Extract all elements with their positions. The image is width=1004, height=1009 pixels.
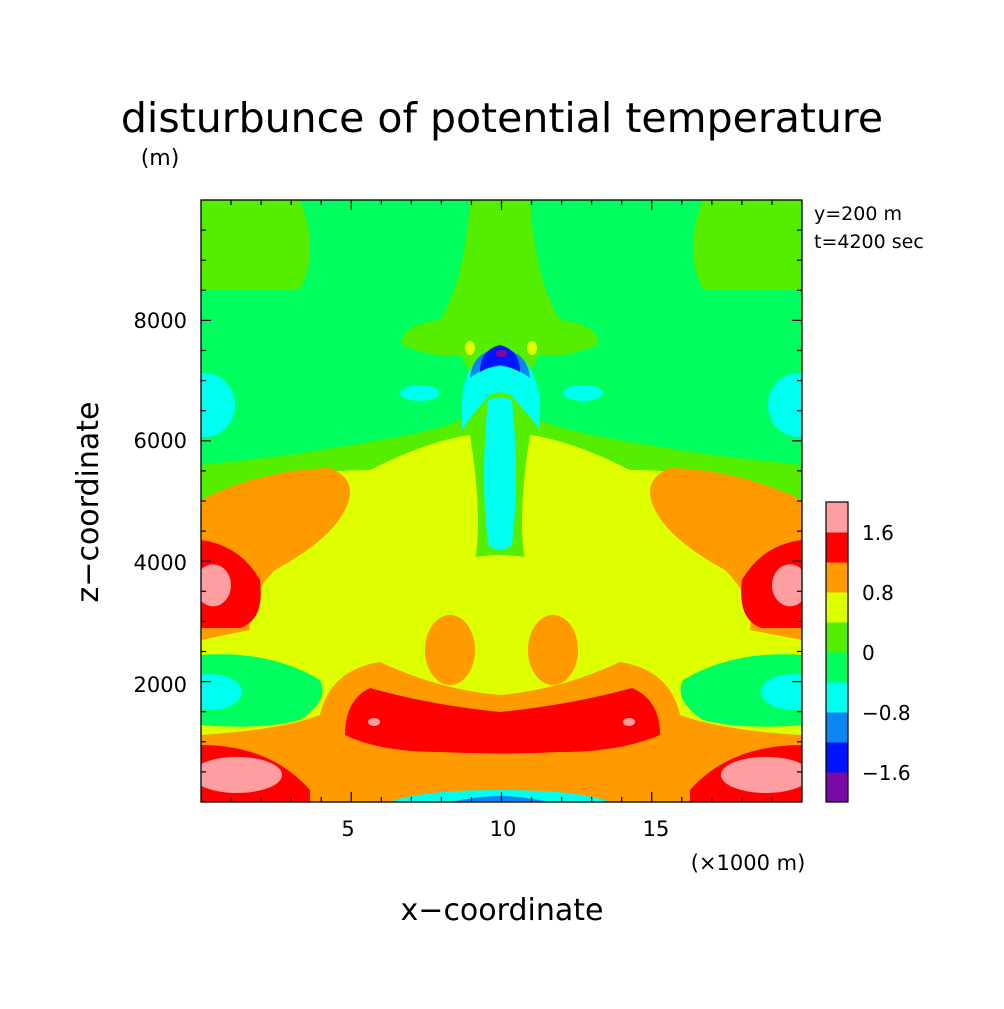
colorbar-cell [826,742,848,773]
pink-dot-right [623,718,635,726]
colorbar-cell [826,502,848,533]
green-low-left [201,654,323,727]
colorbar-cell [826,562,848,593]
region-surface-warm-left [201,756,283,793]
cyan-small-right [563,385,603,401]
colorbar-label-0.8: 0.8 [862,581,894,605]
colorbar-cell [826,592,848,623]
colorbar-cell [826,532,848,563]
y-tick-label-4000: 4000 [134,551,187,575]
y-tick-label-2000: 2000 [134,673,187,697]
pink-dot-left [368,718,380,726]
y-tick-label-8000: 8000 [134,309,187,333]
colorbar-label-0: 0 [862,641,875,665]
axis-ticks [201,200,802,802]
colorbar-label-neg1.6: −1.6 [862,761,911,785]
bottom-cold-core [450,796,550,802]
chart-title: disturbunce of potential temperature [121,94,883,142]
region-mid-warm-right [771,564,802,607]
upper-cold-inner [480,345,520,372]
region-upper-cold-core [495,349,508,358]
contour-field [201,200,802,802]
colorbar-cell [826,772,848,803]
colorbar-cell [826,682,848,713]
colorbar-cell [826,712,848,743]
colorbar-cell [826,652,848,683]
x-tick-label-5: 5 [341,817,354,841]
colorbar-label-1.6: 1.6 [862,521,894,545]
colorbar-frame [825,501,849,803]
x-tick-label-10: 10 [490,817,517,841]
colorbar-label-neg0.8: −0.8 [862,701,911,725]
upper-right-patch [693,200,802,290]
red-band [345,688,660,754]
green-low-right [680,654,802,727]
x-axis-label: x−coordinate [401,893,604,928]
y-tick-label-6000: 6000 [134,429,187,453]
colorbar [826,502,848,803]
yellow-dot-right [527,341,537,355]
region-surface-warm-right [720,756,802,793]
colorbar-cell [826,622,848,653]
central-cold-column [484,397,516,550]
annotation-y: y=200 m [814,203,902,225]
y-unit-label: (m) [141,146,180,171]
x-tick-label-15: 15 [643,817,670,841]
cyan-low-left [201,674,242,710]
cyan-small-left [400,385,440,401]
upper-left-patch [201,200,310,290]
cyan-mid-left [201,373,235,437]
cyan-low-right [761,674,802,710]
region-mid-warm-left [201,564,232,607]
orange-blob-left [425,615,475,685]
orange-blob-right [528,615,578,685]
y-axis-label: z−coordinate [71,402,106,603]
cyan-mid-right [768,373,802,437]
yellow-dot-left [465,341,475,355]
annotation-t: t=4200 sec [814,231,924,253]
x-unit-label: (×1000 m) [691,851,806,875]
